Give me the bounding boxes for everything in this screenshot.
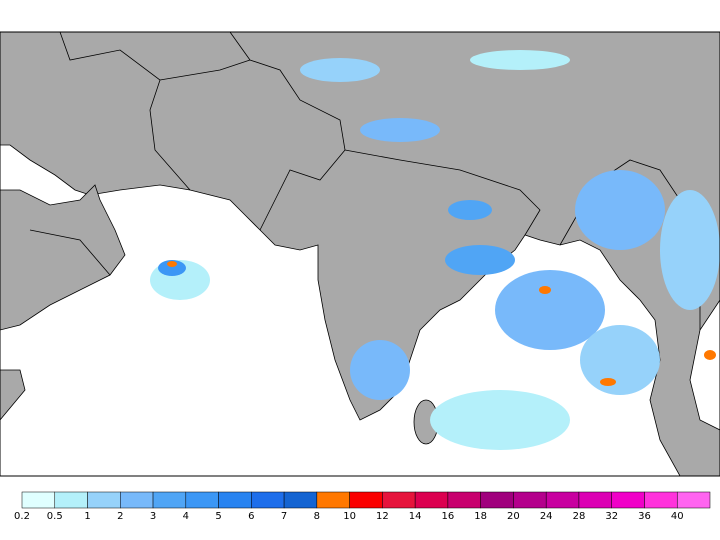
rain-area [158, 260, 186, 276]
rain-core [539, 286, 551, 294]
rain-area [430, 390, 570, 450]
rain-area [660, 190, 720, 310]
color-box [644, 491, 678, 509]
land-arabia [0, 184, 126, 331]
colorbar-label: 24 [540, 511, 553, 522]
rain-area [300, 58, 380, 82]
color-box [54, 491, 88, 509]
rain-area [448, 200, 492, 220]
colorbar-label: 8 [314, 511, 320, 522]
rain-area [350, 340, 410, 400]
color-box [87, 491, 121, 509]
color-box [578, 491, 612, 509]
land-africa [0, 369, 26, 421]
color-box [414, 491, 449, 509]
color-box [480, 491, 514, 509]
map-frame [0, 31, 720, 477]
colorbar-label: 0.2 [14, 511, 30, 522]
rain-area [445, 245, 515, 275]
rain-area [360, 118, 440, 142]
rain-area [470, 50, 570, 70]
color-box [382, 491, 416, 509]
rain-area [575, 170, 665, 250]
color-box [21, 491, 56, 509]
colorbar-label: 36 [638, 511, 651, 522]
colorbar-label: 2 [117, 511, 123, 522]
colorbar-label: 16 [442, 511, 455, 522]
color-box [251, 491, 285, 509]
colorbar-label: 10 [343, 511, 356, 522]
colorbar-label: 40 [671, 511, 684, 522]
color-box [283, 491, 318, 509]
colorbar-label: 1 [84, 511, 90, 522]
color-box [120, 491, 154, 509]
colorbar-label: 20 [507, 511, 520, 522]
rain-area [495, 270, 605, 350]
rain-core [167, 261, 177, 267]
rain-area [580, 325, 660, 395]
rain-core [704, 350, 716, 360]
rain-core [600, 378, 616, 386]
color-box [316, 491, 350, 509]
color-box [447, 491, 481, 509]
colorbar-label: 6 [248, 511, 254, 522]
color-box [545, 491, 580, 509]
color-box [611, 491, 645, 509]
colorbar: 0.2 0.5 1 2 3 4 5 6 7 8 10 12 14 16 18 20 24 28 32 36 40 [14, 491, 711, 522]
color-box [185, 491, 219, 509]
color-box [676, 491, 711, 509]
map [0, 31, 720, 477]
color-box [513, 491, 547, 509]
colorbar-label: 5 [215, 511, 221, 522]
colorbar-label: 14 [409, 511, 422, 522]
colorbar-label: 7 [281, 511, 287, 522]
colorbar-label: 12 [376, 511, 389, 522]
color-box [152, 491, 187, 509]
colorbar-label: 28 [573, 511, 586, 522]
color-box [218, 491, 252, 509]
precipitation [150, 50, 720, 450]
colorbar-label: 32 [605, 511, 618, 522]
colorbar-label: 0.5 [47, 511, 63, 522]
color-box [349, 491, 383, 509]
colorbar-label: 4 [183, 511, 189, 522]
colorbar-label: 18 [474, 511, 487, 522]
colorbar-label: 3 [150, 511, 156, 522]
